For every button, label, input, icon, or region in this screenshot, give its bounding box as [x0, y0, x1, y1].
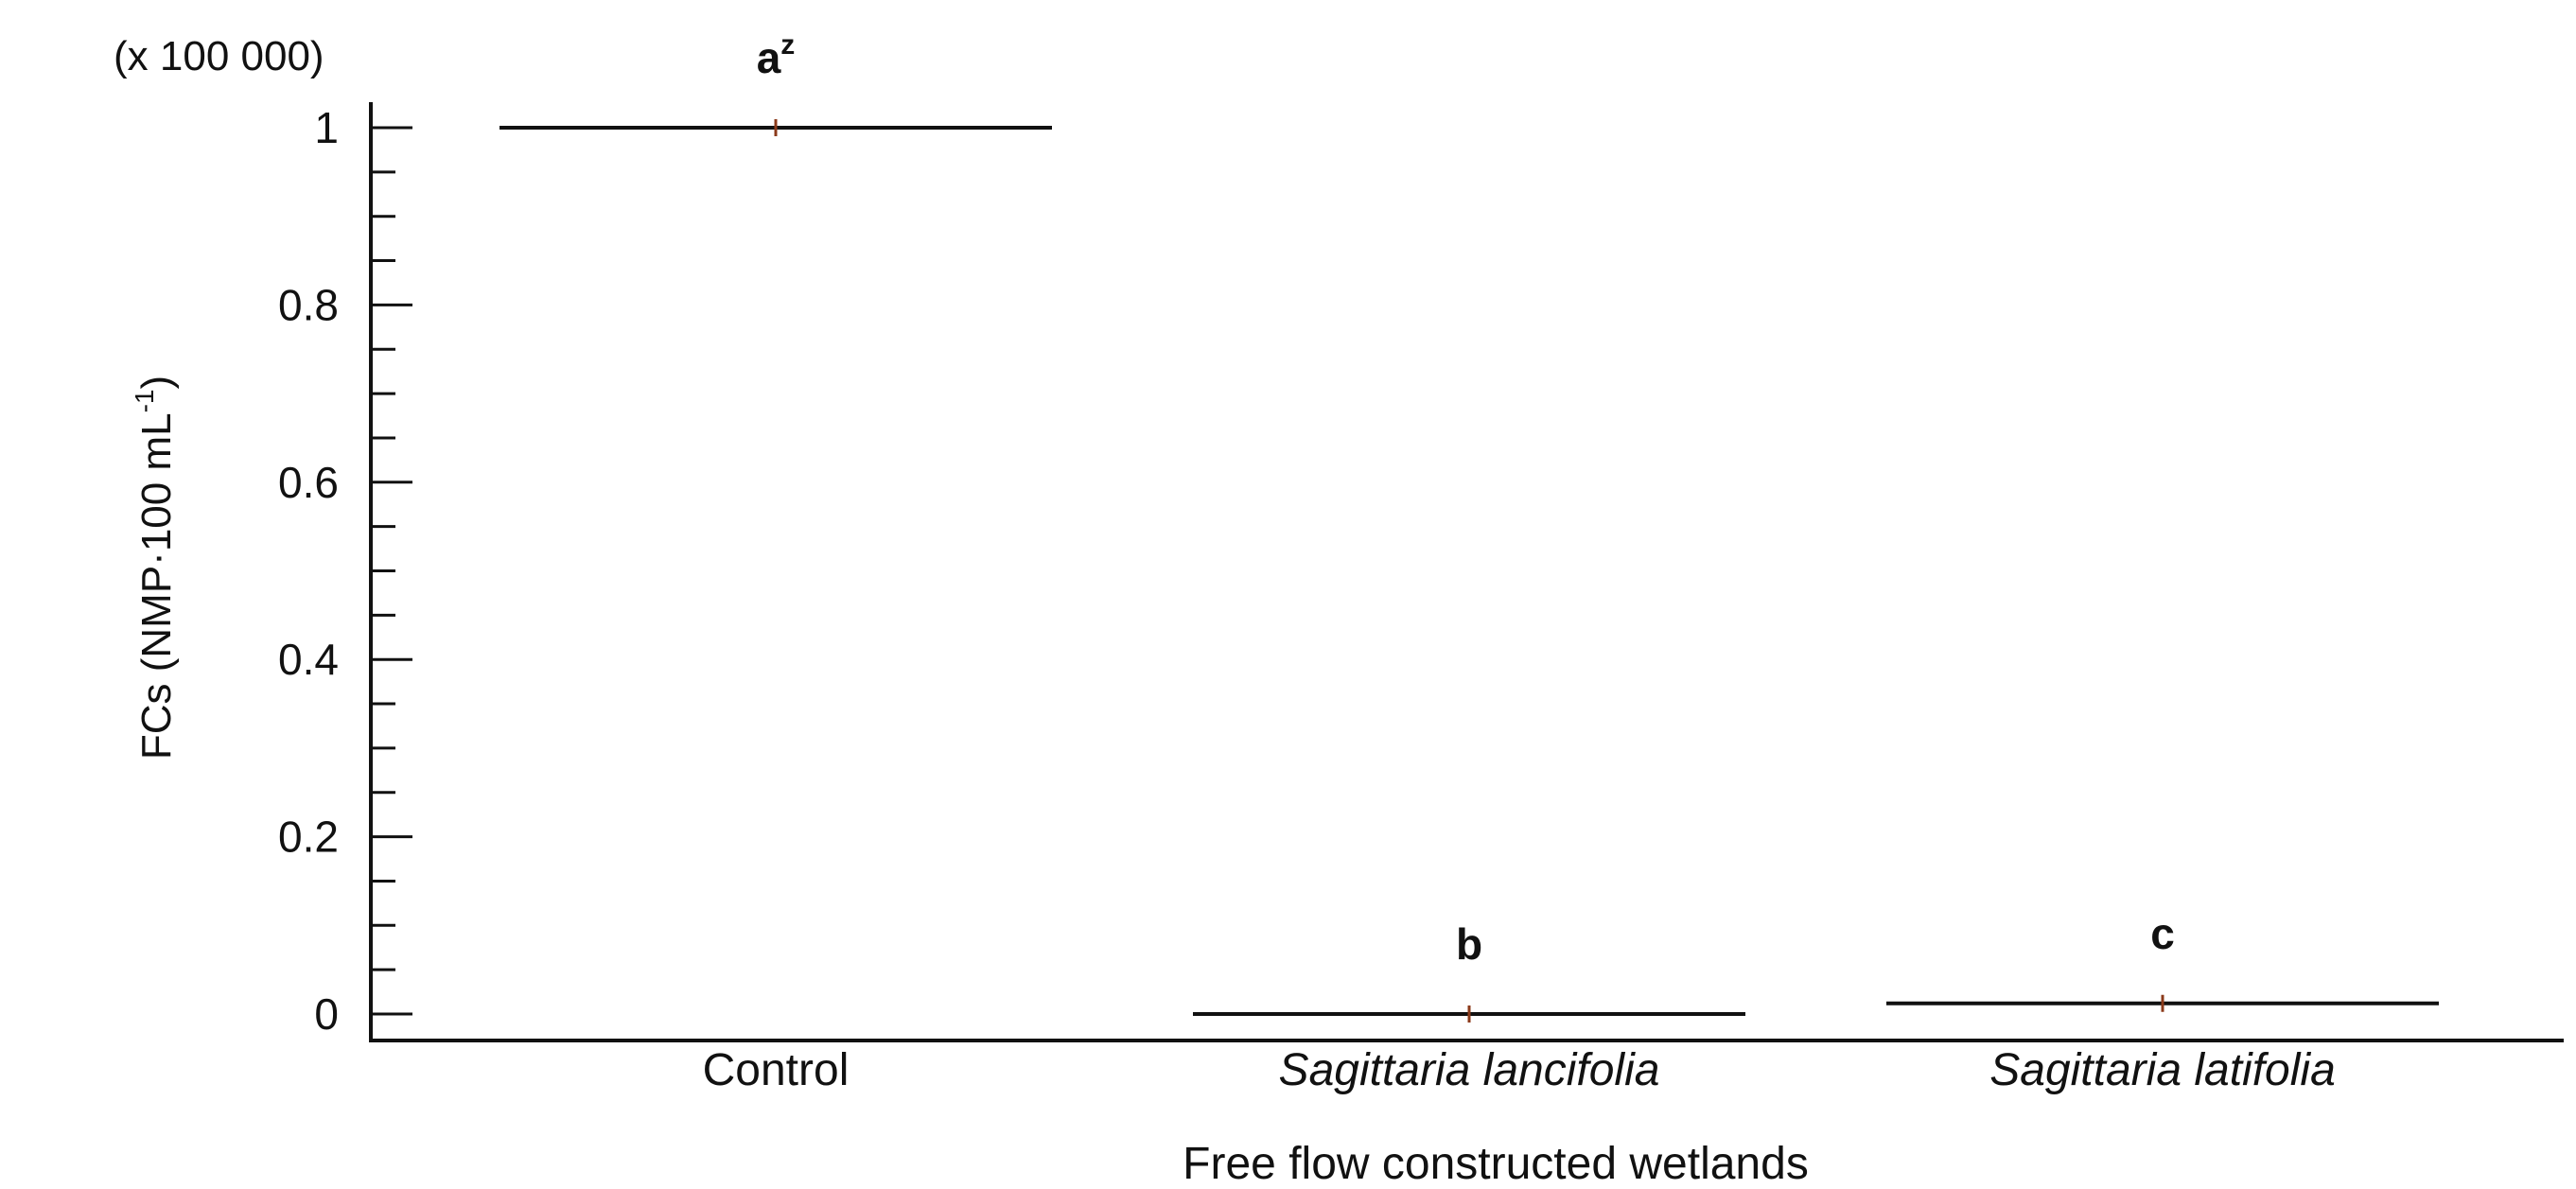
- y-axis-label: FCs (NMP·100 mL-1): [130, 376, 180, 760]
- significance-letter-sup: z: [780, 29, 795, 61]
- x-tick-label: Control: [703, 1045, 850, 1095]
- y-tick-label: 0.8: [278, 280, 339, 329]
- x-tick-labels: Control Sagittaria lancifolia Sagittaria l…: [703, 1045, 2336, 1095]
- y-axis-label-main: FCs (NMP·100 mL: [133, 412, 180, 760]
- x-tick-label: Sagittaria lancifolia: [1279, 1045, 1660, 1095]
- y-tick-label: 0: [314, 989, 339, 1039]
- y-axis-label-close: ): [133, 376, 180, 390]
- y-tick-label: 0.2: [278, 813, 339, 862]
- y-tick-label: 1: [314, 103, 339, 152]
- y-tick-label: 0.6: [278, 458, 339, 507]
- x-tick-label: Sagittaria latifolia: [1989, 1045, 2336, 1095]
- y-tick-label: 0.4: [278, 635, 339, 684]
- axes: [369, 102, 2564, 1042]
- y-axis-label-sup: -1: [130, 390, 159, 413]
- y-ticks: 0 0.2 0.4 0.6 0.8 1: [278, 103, 412, 1039]
- significance-letter: az: [757, 29, 796, 82]
- significance-letter: c: [2150, 909, 2175, 958]
- multiplier-label: (x 100 000): [114, 33, 324, 79]
- data-marks: [499, 119, 2439, 1023]
- significance-letters: az b c: [757, 29, 2175, 969]
- x-axis-label: Free flow constructed wetlands: [1183, 1139, 1809, 1189]
- significance-letter: b: [1456, 919, 1482, 969]
